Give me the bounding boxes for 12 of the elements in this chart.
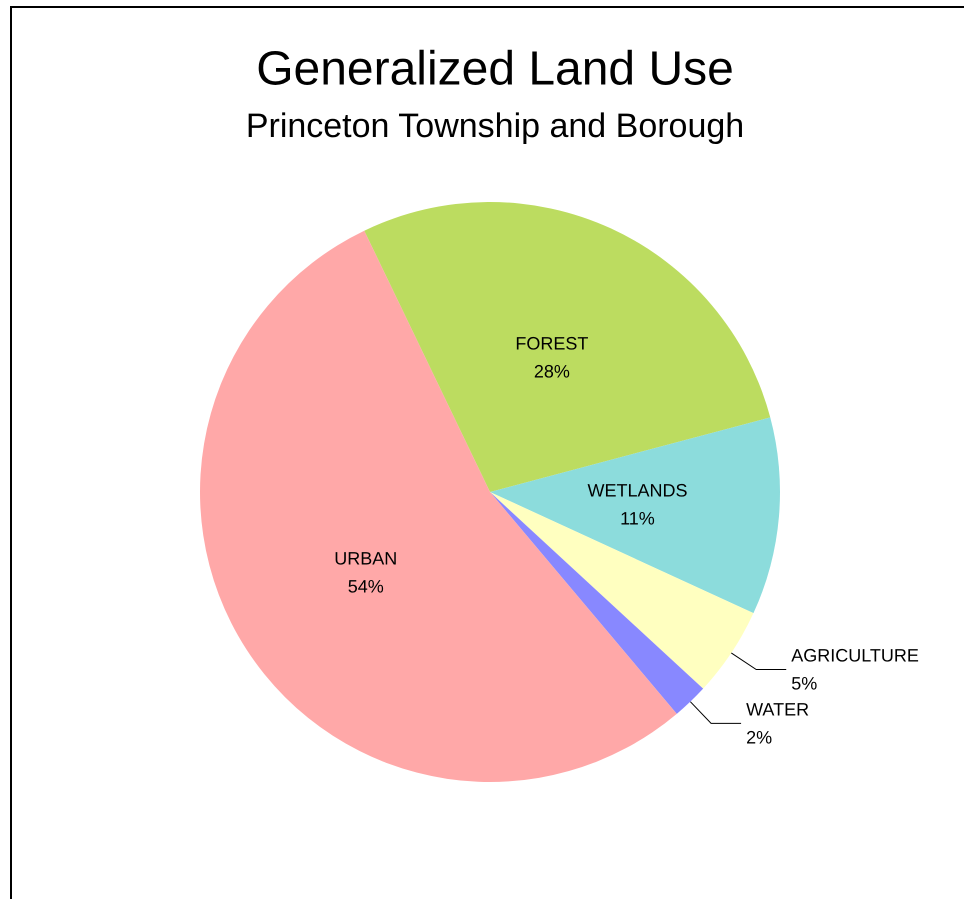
data-label: 54% (348, 576, 384, 596)
slice-label: URBAN (334, 548, 398, 568)
slice-label: WETLANDS (587, 480, 688, 501)
data-label: 11% (620, 508, 655, 529)
slice-label: FOREST (515, 334, 588, 354)
data-label: 2% (746, 727, 772, 748)
data-label: 28% (534, 362, 570, 382)
chart-title: Generalized Land Use (256, 42, 734, 96)
data-label: 5% (791, 674, 818, 694)
chart-subtitle: Princeton Township and Borough (246, 107, 744, 145)
slice-label: WATER (746, 699, 810, 720)
slice-label: AGRICULTURE (791, 646, 919, 666)
